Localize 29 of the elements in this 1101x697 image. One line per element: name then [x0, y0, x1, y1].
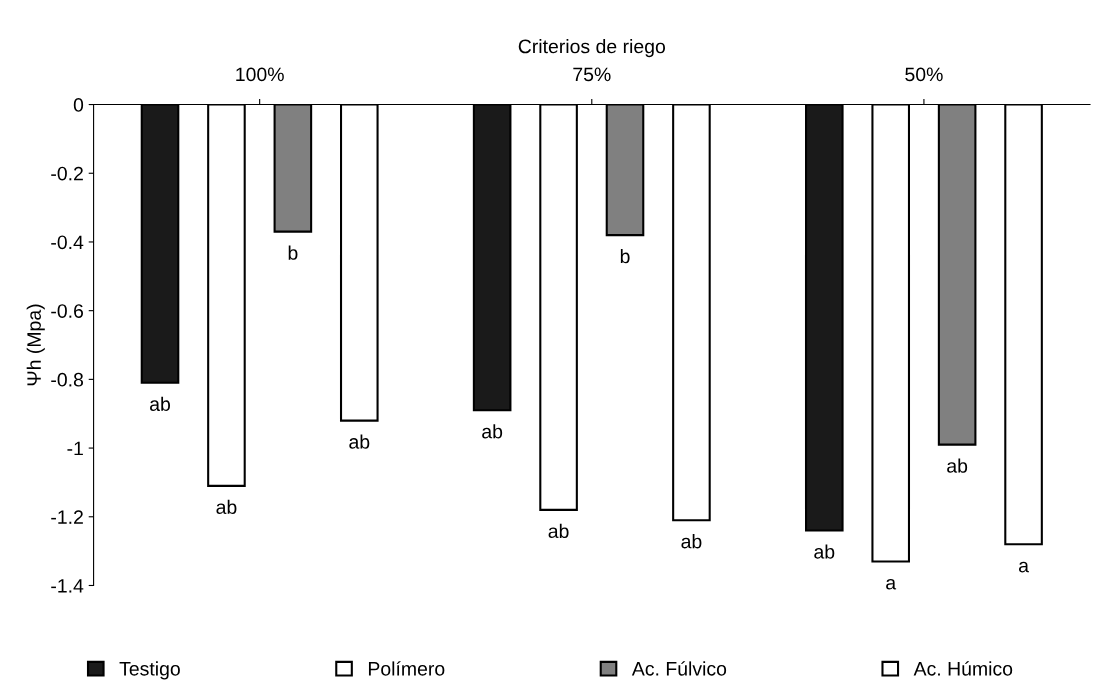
y-axis-title: Ψh (Mpa): [26, 304, 45, 386]
y-tick-label: -1.2: [51, 510, 83, 524]
y-tick-label: -0.2: [51, 166, 83, 181]
data-label: ab: [482, 424, 503, 439]
x-axis-title: Criterios de riego: [518, 39, 665, 58]
y-tick-label: -0.8: [51, 372, 84, 387]
data-label: ab: [349, 434, 370, 449]
data-label: ab: [548, 523, 569, 539]
x-tick-label: 50%: [905, 67, 943, 82]
x-tick-label: 100%: [236, 67, 284, 82]
y-tick-label: 0: [73, 98, 84, 112]
data-label: b: [288, 245, 298, 260]
data-label: ab: [681, 534, 702, 549]
data-label: ab: [216, 499, 237, 515]
legend-label: Ac. Fúlvico: [631, 661, 727, 676]
data-label: a: [886, 578, 897, 590]
y-tick-label: -0.6: [51, 304, 84, 318]
y-tick-label: -1: [67, 441, 83, 456]
legend-label: Testigo: [119, 661, 180, 680]
data-label: b: [620, 248, 630, 264]
x-tick-label: 75%: [573, 67, 611, 82]
data-label: ab: [947, 458, 968, 473]
y-tick-label: -1.4: [51, 579, 84, 593]
data-label: ab: [814, 544, 835, 559]
data-label: a: [1018, 561, 1029, 573]
data-label: ab: [150, 396, 171, 411]
legend-label: Polímero: [368, 661, 445, 676]
legend-label: Ac. Húmico: [913, 661, 1013, 676]
y-tick-label: -0.4: [51, 235, 84, 250]
